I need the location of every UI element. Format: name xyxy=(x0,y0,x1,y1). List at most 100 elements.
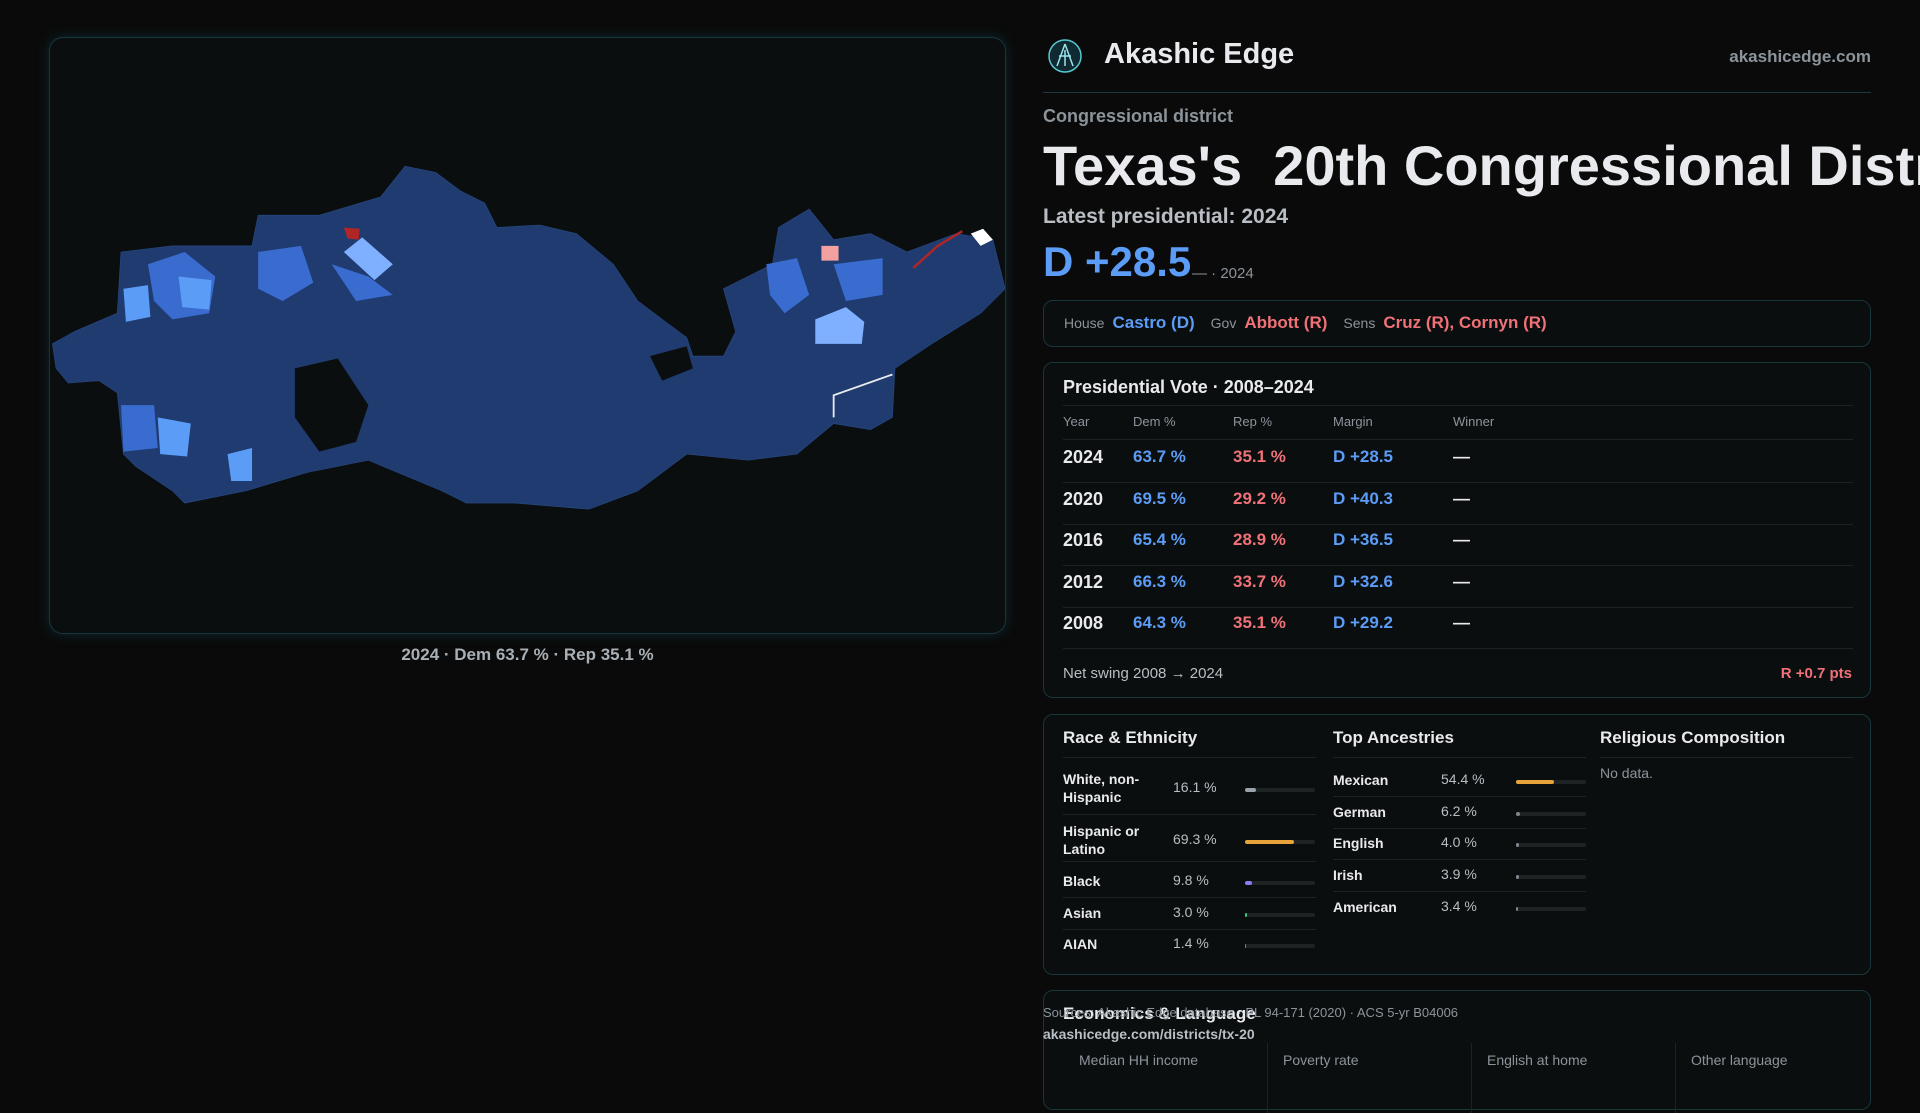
vote-cell: D +40.3 xyxy=(1333,488,1394,508)
bar-track xyxy=(1245,944,1315,948)
year-cell: 2024 xyxy=(1063,447,1104,467)
latest-label: Latest presidential: 2024 xyxy=(1043,205,1289,228)
year-cell: 2020 xyxy=(1063,488,1104,509)
map-precinct xyxy=(833,258,883,302)
vote-cell: 66.3 % xyxy=(1133,571,1186,591)
vote-cell: 35.1 % xyxy=(1233,447,1286,466)
row-label: Hispanic or Latino xyxy=(1063,823,1140,857)
row-divider xyxy=(1063,523,1853,525)
row-value: 16.1 % xyxy=(1173,779,1217,795)
year-cell: 2008 xyxy=(1063,613,1104,633)
row-divider xyxy=(1063,565,1853,566)
office-role: Gov xyxy=(1210,315,1237,331)
row-label: English xyxy=(1333,835,1384,851)
vote-cell: 33.7 % xyxy=(1233,571,1286,591)
stat-card-label: Poverty rate xyxy=(1283,1052,1359,1068)
bar xyxy=(1516,843,1519,847)
row-value: 6.2 % xyxy=(1441,803,1477,819)
map-precinct xyxy=(331,264,393,302)
swing-value: R +0.7 pts xyxy=(1780,665,1852,682)
vote-cell: 29.2 % xyxy=(1233,488,1286,508)
row-divider xyxy=(1333,859,1586,860)
sources: Sources: Akashic Edge database · PL 94-1… xyxy=(1043,1005,1459,1020)
demographics-panel: Race & Ethnicity White, non-Hispanic 16.1 … xyxy=(1043,714,1871,975)
brand-domain[interactable]: akashicedge.com xyxy=(1729,47,1871,66)
map-precinct xyxy=(343,227,360,240)
vote-cell: 63.7 % xyxy=(1133,447,1186,466)
map-precinct xyxy=(766,258,810,314)
year-cell: 2016 xyxy=(1063,530,1104,550)
bar xyxy=(1516,780,1555,784)
map-road xyxy=(832,373,893,418)
page: 2024 · Dem 63.7 % · Rep 35.1 % Akashic E… xyxy=(49,37,1920,1113)
row-value: 3.0 % xyxy=(1173,904,1209,920)
bar-track xyxy=(1516,907,1586,911)
row-value: 69.3 % xyxy=(1173,831,1217,847)
vote-cell: — xyxy=(1453,488,1470,508)
bar-track xyxy=(1516,780,1586,784)
swing-label: Net swing 2008 → 2024 xyxy=(1063,665,1224,682)
map-precinct xyxy=(157,417,191,457)
row-divider xyxy=(1333,796,1586,797)
row-value: 3.4 % xyxy=(1441,898,1477,914)
map-precinct xyxy=(343,237,393,281)
headline-margin: D +28.5 xyxy=(1043,238,1192,285)
column-header: Rep % xyxy=(1233,414,1273,429)
presidential-panel: Presidential Vote · 2008–2024 Year Dem % R… xyxy=(1043,362,1871,698)
map-road xyxy=(912,230,963,269)
card-divider xyxy=(1267,1043,1268,1113)
map-precinct xyxy=(815,307,865,344)
section-title: Race & Ethnicity xyxy=(1063,728,1198,747)
bar xyxy=(1516,875,1519,879)
map-precinct xyxy=(970,228,993,246)
row-label: White, non-Hispanic xyxy=(1063,771,1140,805)
section-title: Top Ancestries xyxy=(1333,728,1454,747)
row-value: 54.4 % xyxy=(1441,771,1485,787)
map-precinct xyxy=(821,245,839,261)
margin-note: — · 2024 xyxy=(1192,265,1254,282)
row-value: 3.9 % xyxy=(1441,866,1477,882)
divider xyxy=(1600,757,1853,758)
map-panel xyxy=(49,37,1006,634)
card-divider xyxy=(1675,1043,1676,1113)
map-hole xyxy=(649,346,693,381)
vote-cell: — xyxy=(1453,530,1470,549)
stat-card-label: Other language xyxy=(1691,1052,1788,1068)
row-divider xyxy=(1063,648,1853,649)
vote-cell: 69.5 % xyxy=(1133,488,1186,508)
row-label: American xyxy=(1333,899,1397,915)
bar-track xyxy=(1516,843,1586,847)
page-url[interactable]: akashicedge.com/districts/tx-20 xyxy=(1043,1026,1255,1042)
bar-track xyxy=(1516,875,1586,879)
column-header: Year xyxy=(1063,414,1090,429)
row-label: Black xyxy=(1063,873,1101,889)
map-precinct xyxy=(258,245,314,302)
bar-track xyxy=(1245,913,1315,917)
bar-track xyxy=(1245,840,1315,844)
vote-cell: D +28.5 xyxy=(1333,447,1394,466)
row-divider xyxy=(1063,928,1316,930)
panel-title: Presidential Vote · 2008–2024 xyxy=(1063,377,1314,397)
logo xyxy=(1048,39,1082,73)
office-holder: Cruz (R), Cornyn (R) xyxy=(1383,313,1547,332)
panel-title: Economics & Language xyxy=(1063,1004,1256,1023)
row-label: German xyxy=(1333,804,1386,820)
row-divider xyxy=(1063,482,1853,483)
bar xyxy=(1245,944,1246,948)
row-label: AIAN xyxy=(1063,936,1098,952)
office-holder: Abbott (R) xyxy=(1244,313,1328,332)
app: 2024 · Dem 63.7 % · Rep 35.1 % Akashic E… xyxy=(49,37,1920,1113)
vote-cell: D +29.2 xyxy=(1333,613,1394,632)
map-precinct xyxy=(121,405,158,452)
row-divider xyxy=(1063,860,1316,862)
bar xyxy=(1245,881,1252,885)
map-precinct xyxy=(178,276,212,310)
vote-cell: — xyxy=(1453,447,1470,466)
row-value: 4.0 % xyxy=(1441,834,1477,850)
bar-track xyxy=(1245,881,1315,885)
card-divider xyxy=(1471,1043,1472,1113)
vote-cell: 35.1 % xyxy=(1233,613,1286,632)
row-divider xyxy=(1333,891,1586,892)
vote-cell: 64.3 % xyxy=(1133,613,1186,632)
divider xyxy=(1333,757,1586,758)
